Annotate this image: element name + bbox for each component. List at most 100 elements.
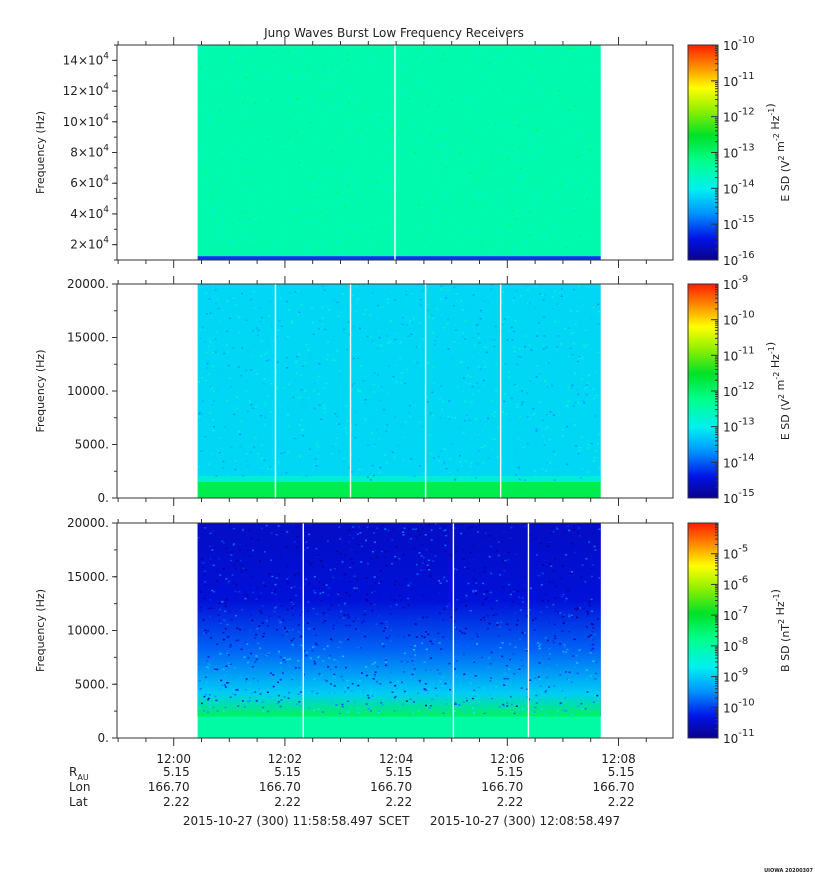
y-axis-label: Frequency (Hz) bbox=[34, 350, 47, 433]
colorbar-tick-label: 10-9 bbox=[723, 667, 748, 685]
colorbar-2: 10-9 10-10 10-11 10-12 10-13 10-14 10-15 E SD (… bbox=[687, 274, 792, 506]
colorbar-frame bbox=[687, 522, 719, 739]
panels: 2×104 4×104 6×104 8×104 10×104 12×104 14×104 Fr… bbox=[34, 35, 792, 746]
ephemeris-value: 166.70 bbox=[148, 780, 190, 794]
data-gap-1 bbox=[274, 284, 277, 498]
spectrogram-low-band bbox=[197, 481, 601, 498]
colorbar-tick-label: 10-15 bbox=[723, 214, 755, 232]
colorbar-tick-label: 10-10 bbox=[723, 697, 755, 715]
ephemeris-value: 166.70 bbox=[370, 780, 412, 794]
ephemeris-value: 2.22 bbox=[608, 795, 635, 809]
colorbar-tick-label: 10-12 bbox=[723, 381, 755, 399]
colorbar-tick-label: 10-9 bbox=[723, 274, 748, 292]
ephemeris-value: 5.15 bbox=[608, 765, 635, 779]
y-axis-label: Frequency (Hz) bbox=[34, 589, 47, 672]
y-axis-label: Frequency (Hz) bbox=[34, 111, 47, 194]
time-tick-label: 12:00 bbox=[156, 752, 191, 766]
spectrogram-noise bbox=[197, 284, 601, 481]
y-tick-label: 15000. bbox=[67, 570, 109, 584]
spectrogram-noise bbox=[197, 45, 601, 255]
spectrogram-gradient bbox=[197, 523, 601, 717]
y-tick-label: 0. bbox=[98, 731, 109, 745]
time-tick-label: 12:02 bbox=[268, 752, 303, 766]
y-tick-label: 14×104 bbox=[63, 51, 110, 67]
chart-title: Juno Waves Burst Low Frequency Receivers bbox=[263, 26, 524, 40]
y-tick-label: 20000. bbox=[67, 516, 109, 530]
ephemeris-value: 5.15 bbox=[497, 765, 524, 779]
y-tick-label: 0. bbox=[98, 491, 109, 505]
colorbar-label: B SD (nT2 Hz-1) bbox=[769, 589, 792, 672]
y-tick-label: 12×104 bbox=[63, 82, 110, 98]
ephemeris-value: 2.22 bbox=[497, 795, 524, 809]
y-tick-label: 10000. bbox=[67, 624, 109, 638]
y-axis: 0. 5000. 10000. 15000. 20000. bbox=[67, 516, 117, 745]
y-tick-label: 2×104 bbox=[70, 236, 109, 252]
ephemeris-value: 5.15 bbox=[163, 765, 190, 779]
footer-frame: SCET bbox=[379, 814, 411, 828]
x-ticks bbox=[117, 276, 647, 506]
colorbar-tick-label: 10-7 bbox=[723, 605, 748, 623]
ephemeris-value: 166.70 bbox=[481, 780, 523, 794]
colorbar-label: E SD (V2 m-2 Hz-1) bbox=[764, 342, 792, 440]
ephemeris-row-label: Lat bbox=[69, 795, 88, 809]
ephemeris-table: RAU 5.15 5.15 5.15 5.15 5.15 Lon 166.70 166.70 16… bbox=[69, 765, 635, 809]
colorbar-tick-label: 10-16 bbox=[723, 250, 755, 268]
time-tick-label: 12:08 bbox=[601, 752, 636, 766]
data-gap-1 bbox=[394, 45, 396, 260]
data-gap-3 bbox=[424, 284, 427, 498]
x-ticks bbox=[117, 515, 647, 746]
ephemeris-value: 166.70 bbox=[259, 780, 301, 794]
colorbar-tick-label: 10-13 bbox=[723, 417, 755, 435]
footer-stamp: UIOWA 20200307 bbox=[764, 868, 813, 874]
colorbar-tick-label: 10-11 bbox=[723, 728, 755, 746]
colorbar-tick-label: 10-13 bbox=[723, 143, 755, 161]
colorbar-1: 10-10 10-11 10-12 10-13 10-14 10-15 10-16 E SD … bbox=[687, 35, 792, 268]
panel-1: 2×104 4×104 6×104 8×104 10×104 12×104 14×104 Fr… bbox=[34, 35, 792, 268]
y-tick-label: 5000. bbox=[75, 438, 109, 452]
time-tick-label: 12:04 bbox=[379, 752, 414, 766]
y-tick-label: 15000. bbox=[67, 331, 109, 345]
ephemeris-value: 5.15 bbox=[385, 765, 412, 779]
y-axis: 0. 5000. 10000. 15000. 20000. bbox=[67, 277, 117, 505]
colorbar-tick-label: 10-6 bbox=[723, 574, 748, 592]
colorbar-tick-label: 10-11 bbox=[723, 345, 755, 363]
panel-2: 0. 5000. 10000. 15000. 20000. Frequency (Hz) 1… bbox=[34, 274, 792, 506]
time-tick-label: 12:06 bbox=[490, 752, 525, 766]
colorbar-tick-label: 10-5 bbox=[723, 544, 748, 562]
ephemeris-value: 2.22 bbox=[385, 795, 412, 809]
spectrogram-band-edge bbox=[197, 475, 601, 482]
footer-start-time: 2015-10-27 (300) 11:58:58.497 bbox=[183, 814, 373, 828]
footer-end-time: 2015-10-27 (300) 12:08:58.497 bbox=[430, 814, 620, 828]
ephemeris-value: 2.22 bbox=[274, 795, 301, 809]
spectrogram-background bbox=[197, 284, 601, 482]
y-tick-label: 6×104 bbox=[70, 174, 109, 190]
footer: 2015-10-27 (300) 11:58:58.497 SCET 2015-… bbox=[183, 814, 814, 874]
y-tick-label: 5000. bbox=[75, 677, 109, 691]
colorbar-tick-label: 10-11 bbox=[723, 71, 755, 89]
data-gap-3 bbox=[527, 523, 530, 738]
spectrogram-low-band bbox=[197, 256, 601, 260]
data-gap-4 bbox=[499, 284, 502, 498]
ephemeris-value: 166.70 bbox=[593, 780, 635, 794]
colorbar-tick-label: 10-14 bbox=[723, 452, 755, 470]
data-gap-2 bbox=[349, 284, 352, 498]
data-gap-1 bbox=[302, 523, 304, 738]
ephemeris-row-label: RAU bbox=[69, 765, 89, 782]
colorbar-tick-label: 10-14 bbox=[723, 178, 755, 196]
spectrogram-low-band bbox=[197, 716, 601, 738]
data-gap-2 bbox=[452, 523, 455, 738]
colorbar-tick-label: 10-10 bbox=[723, 310, 755, 328]
ephemeris-value: 2.22 bbox=[163, 795, 190, 809]
colorbar-label: E SD (V2 m-2 Hz-1) bbox=[764, 103, 792, 201]
y-tick-label: 10×104 bbox=[63, 113, 110, 129]
y-axis: 2×104 4×104 6×104 8×104 10×104 12×104 14×104 bbox=[63, 44, 117, 261]
ephemeris-row-label: Lon bbox=[69, 780, 90, 794]
panel-3: 0. 5000. 10000. 15000. 20000. Frequency (Hz) 1… bbox=[34, 515, 792, 746]
spectrogram-background bbox=[197, 45, 601, 257]
colorbar-gradient bbox=[688, 523, 718, 738]
y-tick-label: 20000. bbox=[67, 277, 109, 291]
y-tick-label: 8×104 bbox=[70, 144, 109, 160]
x-ticks bbox=[117, 37, 647, 268]
y-tick-label: 4×104 bbox=[70, 205, 109, 221]
